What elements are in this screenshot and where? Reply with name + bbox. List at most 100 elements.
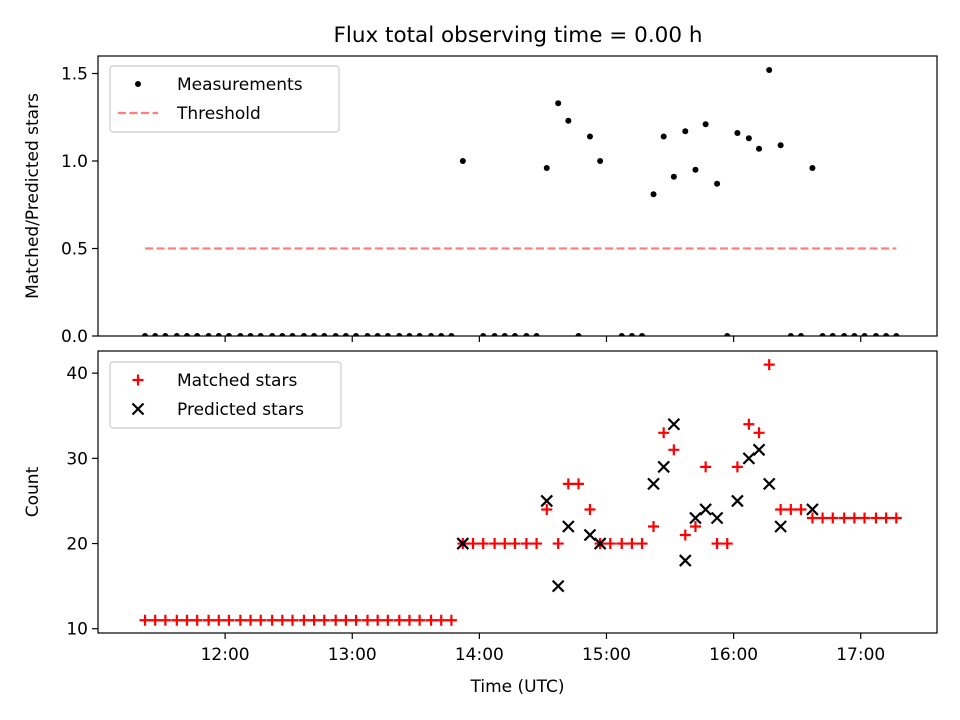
plot-area bbox=[142, 67, 900, 336]
measurement-point bbox=[438, 333, 445, 336]
matched-stars-point bbox=[467, 538, 479, 550]
measurement-point bbox=[660, 133, 667, 140]
measurement-point bbox=[555, 100, 562, 107]
matched-stars-point bbox=[393, 614, 405, 626]
measurement-point bbox=[702, 121, 709, 128]
matched-stars-point bbox=[191, 614, 203, 626]
measurement-point bbox=[618, 333, 625, 336]
measurement-point bbox=[205, 333, 212, 336]
predicted-stars-point bbox=[752, 443, 766, 457]
matched-stars-point bbox=[213, 614, 225, 626]
axes-frame bbox=[97, 350, 938, 634]
matched-stars-point bbox=[361, 614, 373, 626]
measurement-point bbox=[861, 333, 868, 336]
matched-stars-point bbox=[435, 614, 447, 626]
measurement-point bbox=[152, 333, 159, 336]
measurement-point bbox=[300, 333, 307, 336]
measurement-point bbox=[682, 128, 689, 135]
predicted-stars-point bbox=[731, 494, 744, 508]
matched-stars-point bbox=[286, 614, 298, 626]
matched-stars-point bbox=[318, 614, 330, 626]
matched-stars-point bbox=[668, 444, 680, 456]
measurement-point bbox=[162, 333, 169, 336]
matched-stars-point bbox=[795, 503, 807, 515]
matched-stars-point bbox=[604, 538, 616, 550]
legend-label: Threshold bbox=[176, 104, 261, 124]
matched-stars-point bbox=[721, 538, 733, 550]
matched-stars-point bbox=[616, 538, 628, 550]
measurement-point bbox=[416, 333, 423, 336]
measurement-point bbox=[501, 333, 508, 336]
matched-stars-point bbox=[817, 512, 829, 524]
measurement-point bbox=[374, 333, 381, 336]
matched-stars-point bbox=[573, 478, 585, 490]
matched-stars-point bbox=[159, 614, 171, 626]
legend-predicted-swatch bbox=[131, 402, 145, 416]
measurement-point bbox=[215, 333, 222, 336]
x-tick-label: 16:00 bbox=[709, 645, 758, 665]
matched-stars-point bbox=[489, 538, 501, 550]
matched-stars-point bbox=[350, 614, 362, 626]
measurement-point bbox=[639, 333, 646, 336]
measurement-point bbox=[194, 333, 201, 336]
y-tick-label: 1.5 bbox=[61, 65, 88, 85]
predicted-stars-point bbox=[806, 503, 819, 516]
measurement-point bbox=[257, 333, 264, 336]
matched-stars-point bbox=[648, 521, 660, 533]
matched-stars-point bbox=[171, 614, 183, 626]
measurement-point bbox=[650, 191, 657, 198]
measurement-point bbox=[597, 158, 604, 164]
measurement-point bbox=[893, 333, 900, 336]
measurement-point bbox=[692, 166, 699, 173]
measurement-point bbox=[448, 333, 455, 336]
predicted-stars-point bbox=[647, 477, 660, 491]
measurement-point bbox=[543, 165, 550, 171]
matched-stars-point bbox=[340, 614, 352, 626]
matched-stars-point bbox=[245, 614, 257, 626]
matched-stars-point bbox=[775, 503, 787, 515]
measurement-point bbox=[829, 333, 836, 336]
measurement-point bbox=[724, 333, 731, 336]
measurement-point bbox=[575, 333, 582, 336]
predicted-stars-point bbox=[689, 511, 702, 525]
y-tick-label: 20 bbox=[66, 535, 88, 555]
legend: Matched stars Predicted stars bbox=[109, 361, 342, 429]
x-tick-label: 15:00 bbox=[582, 645, 631, 665]
axes-frame bbox=[97, 55, 938, 337]
matched-stars-point bbox=[806, 512, 818, 524]
matched-stars-point bbox=[520, 538, 532, 550]
y-axis-label: Count bbox=[23, 466, 43, 517]
legend-label: Matched stars bbox=[177, 371, 297, 391]
measurement-point bbox=[289, 333, 296, 336]
measurement-point bbox=[809, 165, 816, 171]
matched-stars-point bbox=[880, 512, 892, 524]
matched-stars-point bbox=[711, 538, 723, 550]
measurement-point bbox=[883, 333, 890, 336]
measurement-point bbox=[173, 333, 180, 336]
measurement-point bbox=[384, 333, 391, 336]
y-tick-label: 40 bbox=[66, 364, 88, 384]
matched-stars-point bbox=[382, 614, 394, 626]
predicted-stars-point bbox=[699, 503, 712, 516]
measurement-point bbox=[777, 142, 784, 149]
matched-stars-point bbox=[477, 538, 489, 550]
measurement-point bbox=[533, 333, 540, 336]
matched-stars-point bbox=[552, 538, 564, 550]
x-axis-label: Time (UTC) bbox=[470, 677, 565, 697]
predicted-stars-point bbox=[540, 494, 554, 508]
measurement-point bbox=[237, 333, 244, 336]
y-tick-label: 0.5 bbox=[61, 240, 88, 260]
predicted-stars-point bbox=[742, 452, 756, 465]
measurement-point bbox=[396, 333, 403, 336]
matched-stars-point bbox=[689, 521, 701, 533]
measurement-point bbox=[586, 133, 593, 140]
predicted-stars-point bbox=[551, 579, 565, 593]
legend-label: Measurements bbox=[177, 75, 303, 95]
x-tick-label: 12:00 bbox=[201, 645, 250, 665]
measurement-point bbox=[797, 333, 804, 336]
measurement-point bbox=[247, 333, 254, 336]
y-tick-label: 0.0 bbox=[61, 327, 88, 347]
measurement-point bbox=[491, 333, 498, 336]
matched-stars-point bbox=[298, 614, 310, 626]
matched-stars-point bbox=[223, 614, 235, 626]
